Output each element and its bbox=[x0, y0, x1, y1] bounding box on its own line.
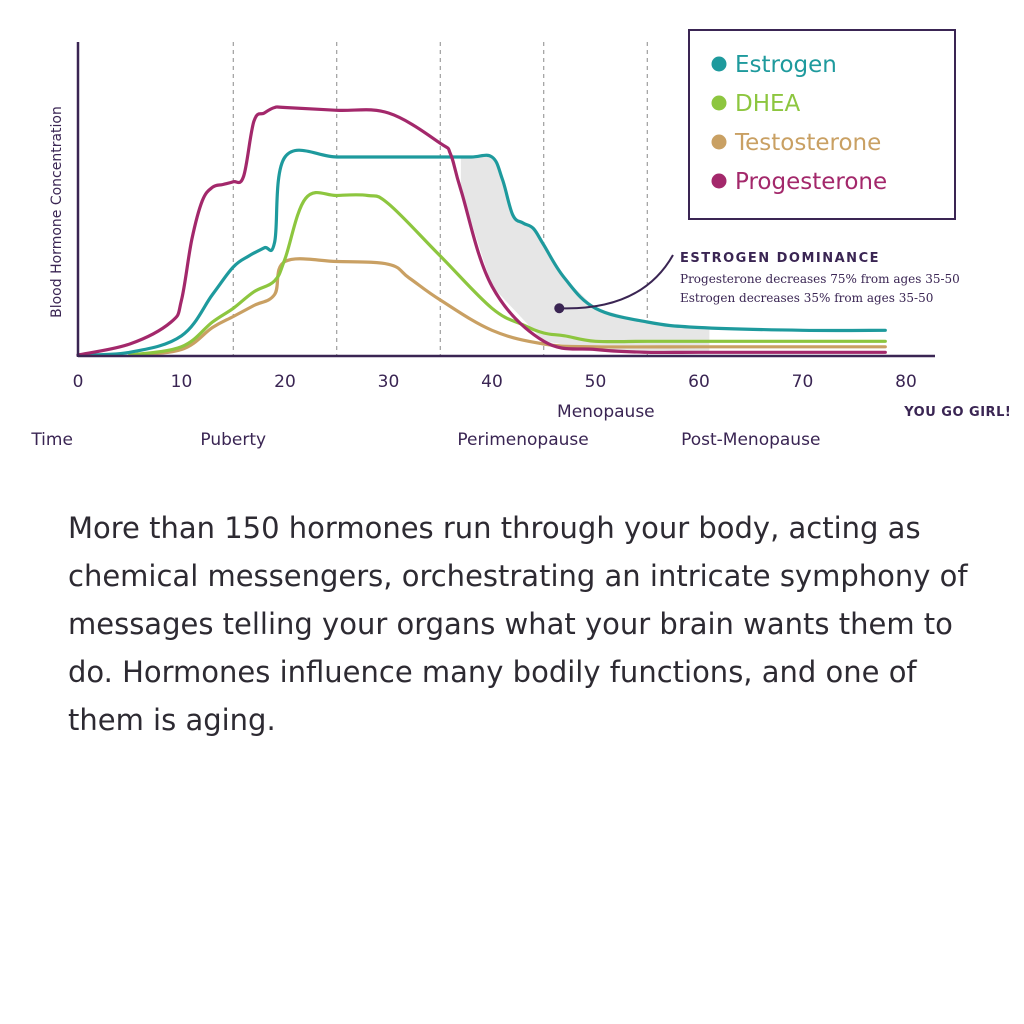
x-tick-label: 20 bbox=[274, 372, 296, 392]
y-axis-label: Blood Hormone Concentration bbox=[49, 106, 65, 318]
legend-label-progesterone: Progesterone bbox=[735, 169, 887, 195]
legend-swatch-estrogen bbox=[711, 56, 727, 72]
annotation-line-1: Progesterone decreases 75% from ages 35-… bbox=[680, 272, 960, 286]
series-line-dhea bbox=[128, 190, 887, 357]
series-line-testosterone bbox=[128, 257, 887, 357]
estrogen-dominance-shading bbox=[460, 157, 710, 353]
x-tick-label: 10 bbox=[171, 372, 193, 392]
legend: Estrogen DHEA Testosterone Progesterone bbox=[688, 29, 956, 220]
legend-label-dhea: DHEA bbox=[735, 91, 801, 117]
annotation-line-2: Estrogen decreases 35% from ages 35-50 bbox=[680, 291, 933, 305]
series-line-estrogen bbox=[76, 148, 887, 357]
estrogen-dominance-annotation: ESTROGEN DOMINANCE Progesterone decrease… bbox=[554, 251, 960, 314]
description-paragraph: More than 150 hormones run through your … bbox=[68, 511, 968, 737]
phase-label-menopause: Menopause bbox=[557, 402, 655, 422]
phase-label-post-menopause: Post-Menopause bbox=[681, 430, 820, 450]
phase-label-puberty: Puberty bbox=[200, 430, 266, 450]
legend-box bbox=[688, 29, 956, 220]
legend-swatch-testosterone bbox=[711, 134, 727, 150]
x-tick-label: 50 bbox=[585, 372, 607, 392]
annotation-dot bbox=[554, 303, 565, 314]
legend-swatch-dhea bbox=[711, 95, 727, 111]
series-line-progesterone bbox=[76, 105, 887, 357]
x-tick-label: 70 bbox=[792, 372, 814, 392]
x-tick-label: 40 bbox=[481, 372, 503, 392]
annotation-title: ESTROGEN DOMINANCE bbox=[680, 251, 880, 266]
phase-label-you-go-girl: YOU GO GIRL! bbox=[903, 405, 1011, 420]
phase-label-time: Time bbox=[30, 430, 73, 450]
x-tick-label: 30 bbox=[378, 372, 400, 392]
legend-label-testosterone: Testosterone bbox=[734, 130, 881, 156]
legend-swatch-progesterone bbox=[711, 173, 727, 189]
x-tick-label: 60 bbox=[688, 372, 710, 392]
hormone-chart: 0 10 20 30 40 50 60 70 80 Blood Hormone Concentr… bbox=[30, 29, 1011, 450]
phase-labels: Time Puberty Perimenopause Menopause Post-Me… bbox=[30, 402, 1011, 450]
series-lines bbox=[76, 105, 887, 357]
x-tick-label: 0 bbox=[73, 372, 84, 392]
x-tick-label: 80 bbox=[895, 372, 917, 392]
annotation-pointer bbox=[559, 254, 674, 310]
legend-label-estrogen: Estrogen bbox=[735, 52, 837, 78]
phase-label-perimenopause: Perimenopause bbox=[457, 430, 588, 450]
x-ticks: 0 10 20 30 40 50 60 70 80 bbox=[73, 372, 917, 392]
